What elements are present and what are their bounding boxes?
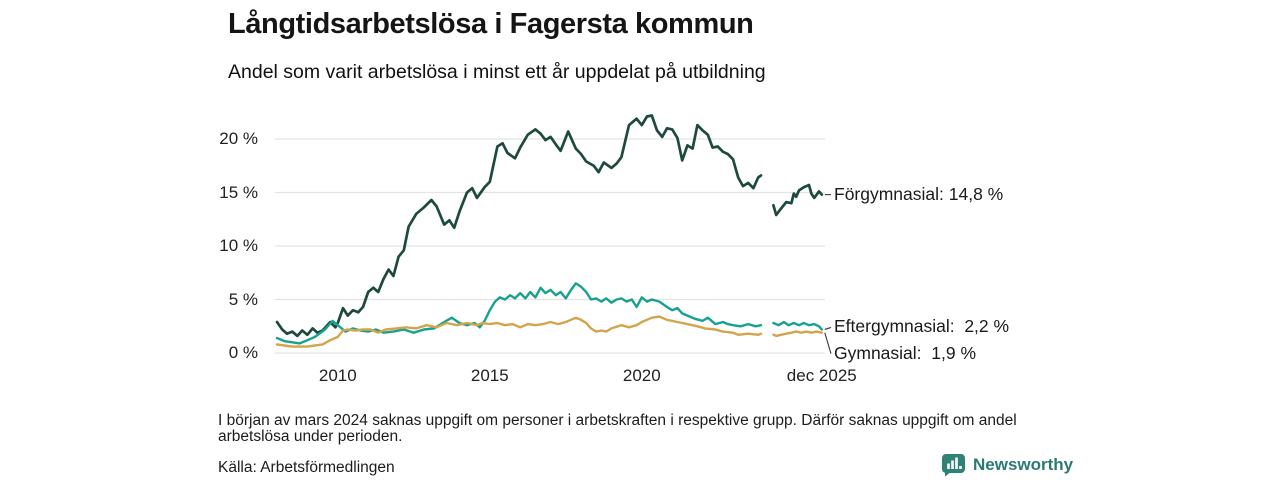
source-attribution: Källa: Arbetsförmedlingen xyxy=(218,459,395,476)
y-tick-label: 20 % xyxy=(219,129,258,148)
label-connector xyxy=(824,326,832,330)
chart-footnote: I början av mars 2024 saknas uppgift om … xyxy=(218,412,1017,446)
label-connector xyxy=(824,332,832,354)
x-tick-label: 2010 xyxy=(318,366,357,385)
series-label-eftergymnasial: Eftergymnasial: 2,2 % xyxy=(834,316,1010,337)
bar-chart-badge-icon xyxy=(942,454,965,477)
y-tick-label: 15 % xyxy=(219,182,258,202)
line-gymnasial xyxy=(275,315,823,348)
series-label-gymnasial: Gymnasial: 1,9 % xyxy=(834,342,976,363)
x-tick-label: 2020 xyxy=(622,366,661,385)
y-tick-label: 10 % xyxy=(219,236,258,255)
x-tick-label: dec 2025 xyxy=(786,366,857,385)
y-tick-label: 5 % xyxy=(228,289,258,309)
chart-title: Långtidsarbetslösa i Fagersta kommun xyxy=(228,8,754,40)
x-tick-label: 2015 xyxy=(470,366,509,385)
line-förgymnasial xyxy=(275,114,824,338)
y-tick-label: 0 % xyxy=(228,343,258,362)
newsworthy-logo: Newsworthy xyxy=(941,453,1073,477)
brand-name: Newsworthy xyxy=(973,455,1074,474)
series-label-förgymnasial: Förgymnasial: 14,8 % xyxy=(834,183,1004,204)
chart-subtitle: Andel som varit arbetslösa i minst ett å… xyxy=(228,61,766,83)
